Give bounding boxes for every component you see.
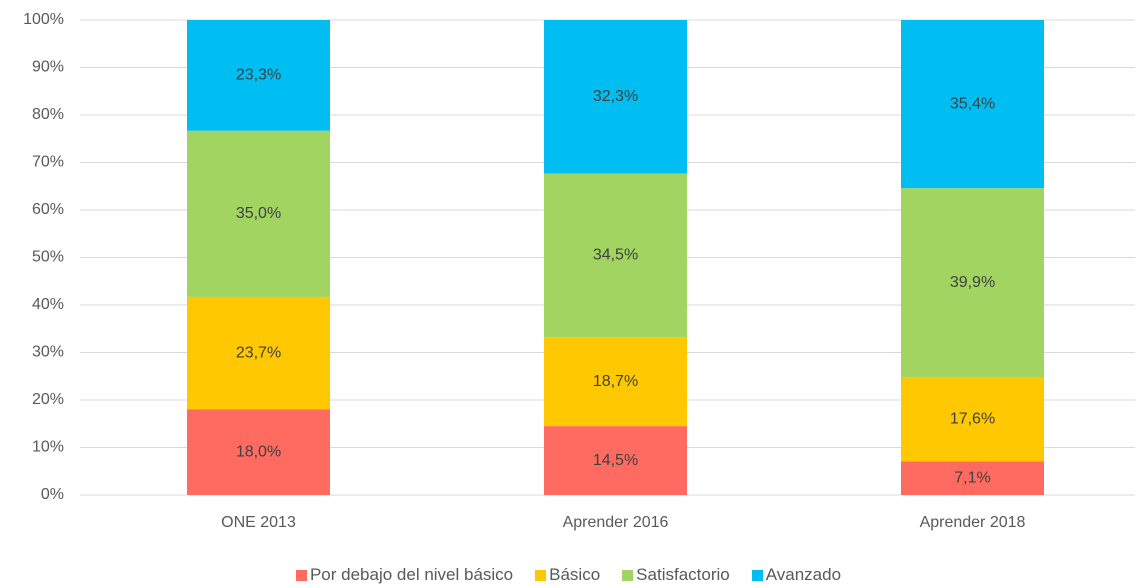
data-label: 18,0% [236, 443, 281, 460]
y-tick-label: 40% [32, 296, 64, 313]
legend-label: Básico [549, 565, 601, 584]
bar-segment [187, 296, 330, 410]
data-label: 23,7% [236, 344, 281, 361]
legend-label: Por debajo del nivel básico [309, 565, 514, 584]
legend-item: Básico [535, 565, 600, 585]
y-tick-label: 100% [23, 11, 64, 28]
bar-segment [544, 20, 687, 174]
bar-segment [187, 130, 330, 297]
legend-label: Satisfactorio [636, 565, 730, 584]
bar-segment [901, 20, 1044, 189]
bar-segment [901, 461, 1044, 495]
bar-segment [187, 409, 330, 495]
bar-segment [901, 188, 1044, 378]
y-tick-label: 30% [32, 344, 64, 361]
bar-segment [544, 426, 687, 495]
legend-item: Por debajo del nivel básico [295, 565, 514, 585]
x-tick-label: Aprender 2016 [563, 514, 669, 531]
y-tick-label: 70% [32, 154, 64, 171]
legend-swatch [622, 569, 634, 581]
bar-segment [901, 377, 1044, 462]
legend: Por debajo del nivel básico Básico Satisfa… [0, 565, 1137, 585]
data-label: 35,4% [950, 95, 995, 112]
legend-label: Avanzado [765, 565, 842, 584]
y-tick-label: 90% [32, 59, 64, 76]
data-label: 35,0% [236, 205, 281, 222]
bar-segment [544, 337, 687, 427]
y-tick-label: 10% [32, 439, 64, 456]
data-label: 23,3% [236, 67, 281, 84]
bar-segment [544, 173, 687, 338]
data-label: 32,3% [593, 88, 638, 105]
y-tick-label: 0% [41, 486, 64, 503]
y-tick-label: 60% [32, 201, 64, 218]
x-tick-label: Aprender 2018 [920, 514, 1026, 531]
data-label: 7,1% [954, 469, 990, 486]
data-label: 18,7% [593, 373, 638, 390]
data-label: 34,5% [593, 247, 638, 264]
legend-item: Avanzado [751, 565, 842, 585]
data-label: 14,5% [593, 452, 638, 469]
y-tick-label: 80% [32, 106, 64, 123]
chart: 0% 10% 20% 30% 40% 50% 60% 70% 80% 90% 100% ONE 201… [23, 11, 1135, 531]
bar-segment [187, 20, 330, 131]
y-tick-label: 50% [32, 249, 64, 266]
legend-swatch [295, 569, 307, 581]
legend-swatch [535, 569, 547, 581]
data-label: 39,9% [950, 274, 995, 291]
y-tick-label: 20% [32, 391, 64, 408]
x-tick-label: ONE 2013 [221, 514, 296, 531]
legend-item: Satisfactorio [622, 565, 730, 585]
data-label: 17,6% [950, 411, 995, 428]
legend-swatch [751, 569, 763, 581]
